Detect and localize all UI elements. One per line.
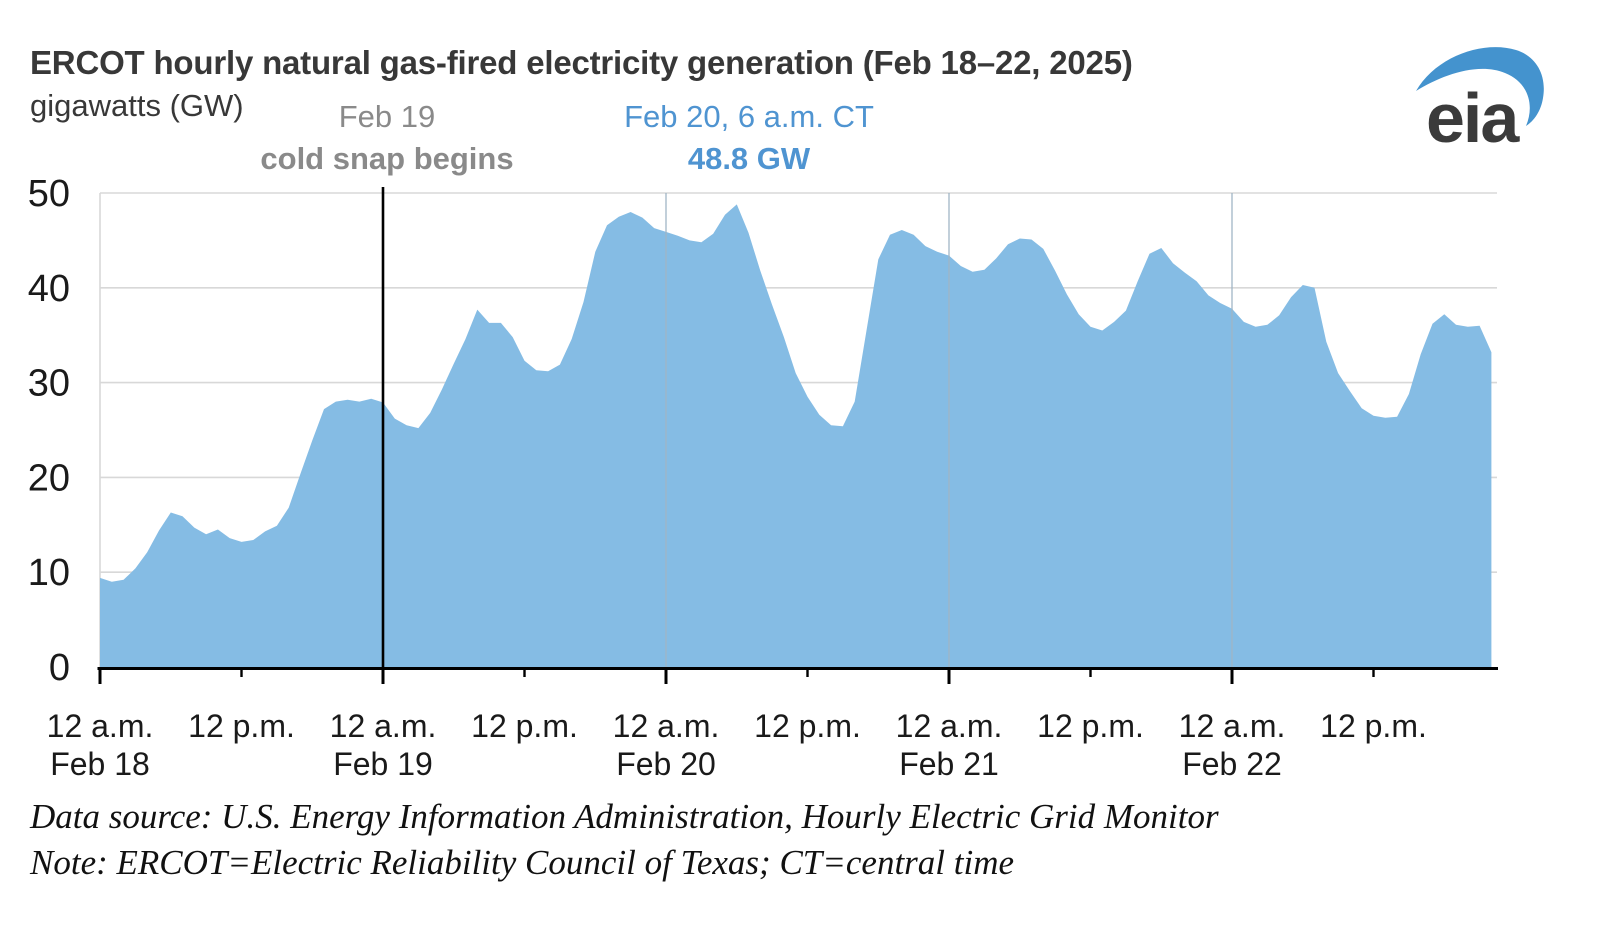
x-tick-label-8: 12 a.m. [1179,708,1286,744]
footer-notes: Data source: U.S. Energy Information Adm… [30,794,1219,886]
eia-logo: eia [1408,42,1568,157]
x-tick-label-3: 12 p.m. [471,708,578,744]
x-day-label-feb-21: Feb 21 [899,746,999,782]
annotation-cold-snap-text: cold snap begins [260,141,514,176]
eia-logo-text: eia [1426,79,1520,150]
y-tick-label-40: 40 [28,268,70,310]
generation-area-series [100,204,1492,667]
definitions-note: Note: ERCOT=Electric Reliability Council… [30,843,1015,882]
y-tick-label-30: 30 [28,363,70,405]
eia-logo-swoosh [1416,47,1544,126]
x-tick-label-9: 12 p.m. [1320,708,1427,744]
x-tick-label-7: 12 p.m. [1037,708,1144,744]
chart-unit-label: gigawatts (GW) [30,88,244,123]
chart-title: ERCOT hourly natural gas-fired electrici… [30,44,1133,81]
eia-logo-canvas: eia [1416,47,1544,157]
y-tick-label-20: 20 [28,457,70,499]
x-day-label-feb-22: Feb 22 [1182,746,1282,782]
x-tick-label-1: 12 p.m. [188,708,295,744]
x-day-label-feb-18: Feb 18 [50,746,150,782]
y-tick-label-50: 50 [28,173,70,215]
data-source-note: Data source: U.S. Energy Information Adm… [30,797,1219,836]
y-tick-label-10: 10 [28,552,70,594]
annotation-peak-value: 48.8 GW [687,141,811,176]
annotation-peak-time: Feb 20, 6 a.m. CT [624,99,874,134]
x-day-label-feb-20: Feb 20 [616,746,716,782]
annotation-peak: Feb 20, 6 a.m. CT 48.8 GW [624,96,874,180]
x-day-label-feb-19: Feb 19 [333,746,433,782]
x-tick-label-0: 12 a.m. [47,708,154,744]
annotation-cold-snap: Feb 19 cold snap begins [260,96,513,180]
x-tick-label-2: 12 a.m. [330,708,437,744]
x-tick-label-5: 12 p.m. [754,708,861,744]
x-tick-label-6: 12 a.m. [896,708,1003,744]
x-tick-label-4: 12 a.m. [613,708,720,744]
y-tick-label-0: 0 [49,647,70,689]
annotation-cold-snap-date: Feb 19 [338,99,436,134]
